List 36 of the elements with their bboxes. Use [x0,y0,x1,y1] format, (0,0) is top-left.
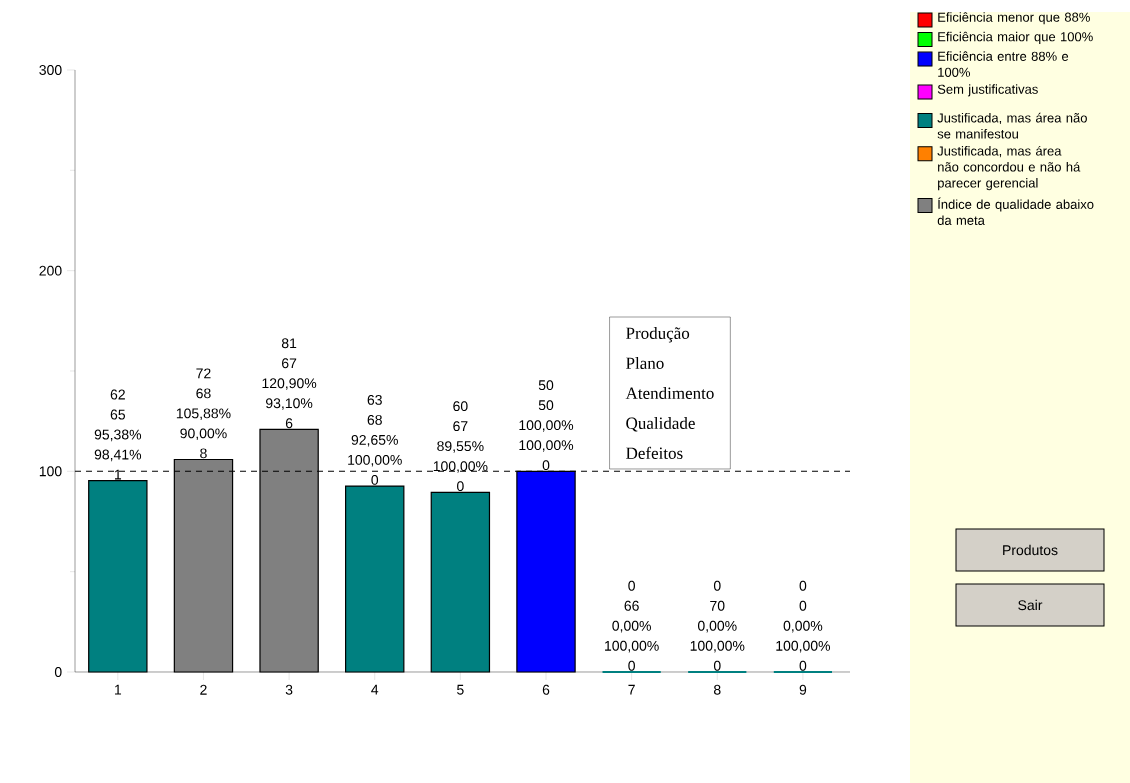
x-tick-label: 4 [371,684,379,695]
text: 0 0 0,00% 100,00% 0 [776,580,831,671]
y-tick-label: 0 [54,667,62,677]
text: 63 68 92,65% 100,00% 0 [348,394,402,485]
text: Sair [1018,599,1043,611]
x-tick-label: 1 [115,684,122,695]
text: 60 67 89,55% 100,00% 0 [433,401,488,492]
annotation: Plano [626,357,664,369]
legend-label: Eficiência menor que 88% [938,12,1090,25]
legend-label: Eficiência entre 88% e 100% [938,51,1069,77]
x-tick-label: 9 [799,684,807,695]
legend-label: Justificada, mas área não se manifestou [937,112,1087,139]
text: 81 67 120,90% 93,10% 6 [262,338,317,429]
annotation: Produção [626,327,690,343]
x-tick-label: 7 [628,684,635,695]
y-tick-label: 200 [39,265,62,276]
text: 0 66 0,00% 100,00% 0 [605,580,659,671]
y-tick-label: 100 [39,466,62,477]
annotation: Qualidade [626,417,695,432]
y-tick-label: 300 [39,65,62,75]
x-tick-label: 6 [542,684,550,695]
x-tick-label: 2 [200,684,207,695]
legend-label: Eficiência maior que 100% [938,31,1093,44]
text: Produtos [1003,544,1058,556]
annotation: Defeitos [626,446,683,459]
legend-label: Índice de qualidade abaixo da meta [937,197,1094,225]
legend-label: Justificada, mas área não concordou e não há parecer gerencial [937,145,1081,191]
annotation: Atendimento [625,387,714,399]
text: 72 68 105,88% 90,00% 8 [176,368,231,459]
x-tick-label: 3 [285,684,293,695]
text: 62 65 95,38% 98,41% 1 [94,389,142,480]
x-tick-label: 5 [457,684,464,695]
x-tick-label: 8 [713,684,721,695]
text: 50 50 100,00% 100,00% 0 [519,380,574,471]
legend-label: Sem justificativas [937,84,1038,97]
text: 0 70 0,00% 100,00% 0 [690,580,745,671]
